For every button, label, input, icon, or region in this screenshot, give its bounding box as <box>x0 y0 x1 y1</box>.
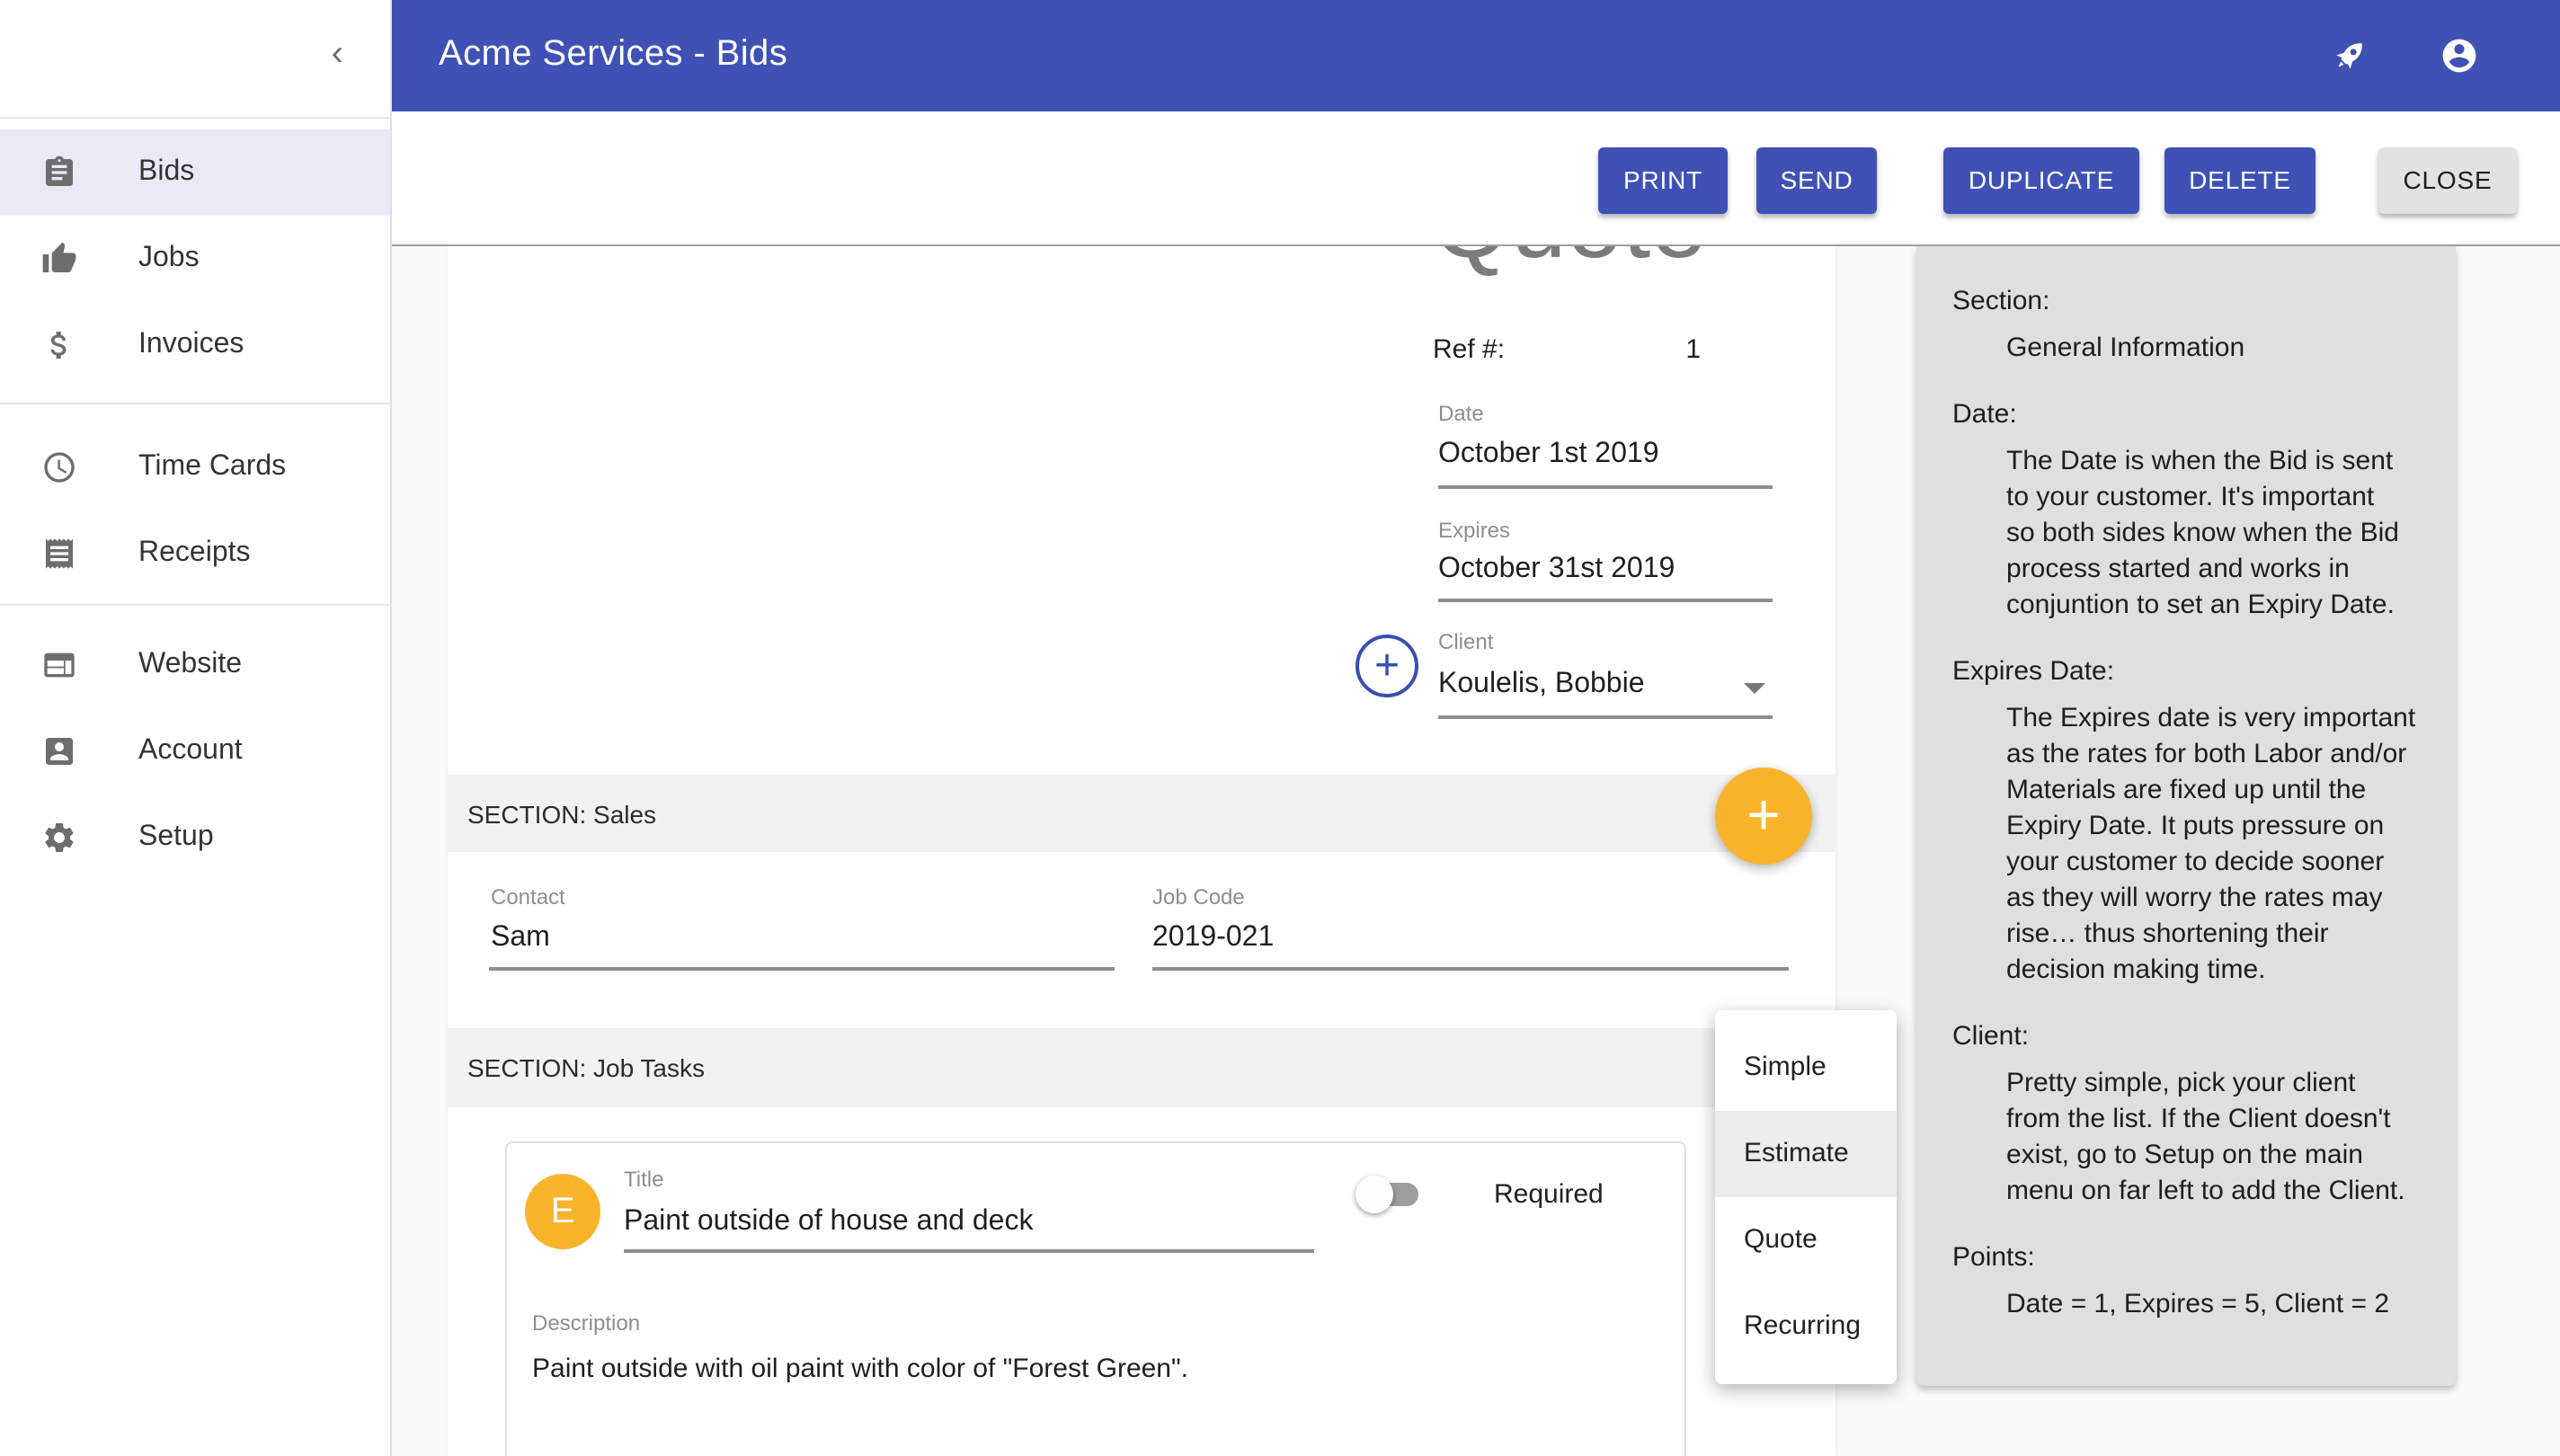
delete-button[interactable]: DELETE <box>2164 147 2316 214</box>
app-bar: Acme Services - Bids <box>392 0 2560 111</box>
help-client-text: Pretty simple, pick your client from the… <box>2006 1068 2405 1206</box>
sidebar-item-website[interactable]: Website <box>0 622 390 708</box>
job-task-card <box>505 1141 1686 1456</box>
ref-number-value: 1 <box>1685 334 1701 365</box>
add-client-button[interactable]: + <box>1356 635 1418 697</box>
task-title-value[interactable]: Paint outside of house and deck <box>624 1206 1034 1237</box>
sidebar-item-invoices[interactable]: Invoices <box>0 302 390 388</box>
document-type-heading: Quote <box>1426 246 1713 273</box>
help-client-label: Client: <box>1952 1021 2030 1052</box>
date-field-label: Date <box>1438 401 1484 426</box>
dollar-icon <box>41 327 77 363</box>
job-code-field-label: Job Code <box>1152 884 1245 910</box>
page-title: Acme Services - Bids <box>439 34 788 74</box>
sidebar-item-label: Time Cards <box>138 451 287 482</box>
section-title: SECTION: Job Tasks <box>467 1053 706 1082</box>
sidebar-header: ‹ <box>0 0 390 119</box>
help-expires-date-text: The Expires date is very important as th… <box>2006 703 2416 985</box>
sidebar-item-label: Jobs <box>138 243 200 273</box>
date-field-value[interactable]: October 1st 2019 <box>1438 439 1659 469</box>
date-field-underline <box>1438 485 1773 489</box>
help-panel: Section: General Information Date: The D… <box>1916 246 2456 1386</box>
sidebar: ‹ Bids Jobs Invoices Time Cards Receipts… <box>0 0 392 1456</box>
duplicate-button[interactable]: DUPLICATE <box>1943 147 2139 214</box>
task-description-label: Description <box>532 1310 641 1336</box>
help-section-label: Section: <box>1952 286 2050 316</box>
receipt-icon <box>41 536 77 572</box>
action-toolbar: PRINT SEND DUPLICATE DELETE CLOSE <box>392 111 2560 246</box>
help-points-text: Date = 1, Expires = 5, Client = 2 <box>2006 1289 2390 1319</box>
help-date-label: Date: <box>1952 399 2017 430</box>
clipboard-icon <box>41 155 77 191</box>
print-button[interactable]: PRINT <box>1598 147 1728 214</box>
expires-field-underline <box>1438 599 1773 602</box>
sidebar-item-label: Setup <box>138 821 214 852</box>
task-title-underline <box>624 1249 1314 1253</box>
clock-icon <box>41 449 77 485</box>
section-header-job-tasks: SECTION: Job Tasks <box>448 1028 1836 1107</box>
close-button[interactable]: CLOSE <box>2378 147 2517 214</box>
collapse-sidebar-icon[interactable]: ‹ <box>331 34 343 74</box>
contact-field-underline <box>489 967 1115 971</box>
task-avatar: E <box>525 1174 600 1249</box>
section-title: SECTION: Sales <box>467 800 657 829</box>
required-toggle-label: Required <box>1494 1179 1604 1210</box>
sidebar-item-label: Website <box>138 649 243 679</box>
sidebar-item-setup[interactable]: Setup <box>0 795 390 881</box>
account-circle-icon[interactable] <box>2440 36 2479 75</box>
thumb-up-icon <box>41 241 77 277</box>
job-code-field-value[interactable]: 2019-021 <box>1152 922 1275 953</box>
required-toggle-knob[interactable] <box>1356 1176 1393 1213</box>
client-field-underline <box>1438 715 1773 719</box>
expires-field-value[interactable]: October 31st 2019 <box>1438 554 1676 584</box>
help-points-label: Points: <box>1952 1242 2035 1273</box>
account-box-icon <box>41 733 77 769</box>
job-code-field-underline <box>1152 967 1789 971</box>
help-expires-date-label: Expires Date: <box>1952 656 2115 687</box>
sidebar-divider <box>0 403 390 404</box>
sidebar-item-receipts[interactable]: Receipts <box>0 510 390 597</box>
sidebar-item-label: Bids <box>138 156 195 187</box>
menu-item-recurring[interactable]: Recurring <box>1744 1310 1862 1341</box>
web-icon <box>41 647 77 683</box>
client-field-label: Client <box>1438 629 1494 654</box>
rocket-icon[interactable] <box>2330 36 2369 75</box>
sidebar-item-label: Account <box>138 735 243 766</box>
section-header-sales: SECTION: Sales <box>448 775 1836 852</box>
sidebar-item-label: Receipts <box>138 537 251 568</box>
bid-type-dropdown-menu: Simple Estimate Quote Recurring <box>1715 1010 1897 1384</box>
menu-item-simple[interactable]: Simple <box>1744 1052 1827 1082</box>
sidebar-item-jobs[interactable]: Jobs <box>0 216 390 302</box>
gear-icon <box>41 820 77 856</box>
ref-number-label: Ref #: <box>1433 334 1506 365</box>
sidebar-item-time-cards[interactable]: Time Cards <box>0 424 390 510</box>
chevron-down-icon[interactable] <box>1744 683 1765 694</box>
menu-item-quote[interactable]: Quote <box>1744 1224 1818 1255</box>
sidebar-item-bids[interactable]: Bids <box>0 129 390 216</box>
contact-field-label: Contact <box>491 884 565 910</box>
contact-field-value[interactable]: Sam <box>491 922 550 953</box>
task-description-value[interactable]: Paint outside with oil paint with color … <box>532 1354 1188 1384</box>
help-section-text: General Information <box>2006 333 2245 363</box>
send-button[interactable]: SEND <box>1756 147 1877 214</box>
sidebar-item-label: Invoices <box>138 329 244 360</box>
task-title-label: Title <box>624 1167 664 1192</box>
add-section-fab[interactable]: + <box>1715 768 1812 865</box>
client-select-value[interactable]: Koulelis, Bobbie <box>1438 669 1645 699</box>
expires-field-label: Expires <box>1438 518 1511 543</box>
sidebar-divider <box>0 604 390 606</box>
main-content: Quote Ref #: 1 Date October 1st 2019 Exp… <box>392 246 2560 1456</box>
help-date-text: The Date is when the Bid is sent to your… <box>2006 446 2399 620</box>
sidebar-item-account[interactable]: Account <box>0 708 390 795</box>
menu-item-estimate[interactable]: Estimate <box>1715 1111 1897 1197</box>
